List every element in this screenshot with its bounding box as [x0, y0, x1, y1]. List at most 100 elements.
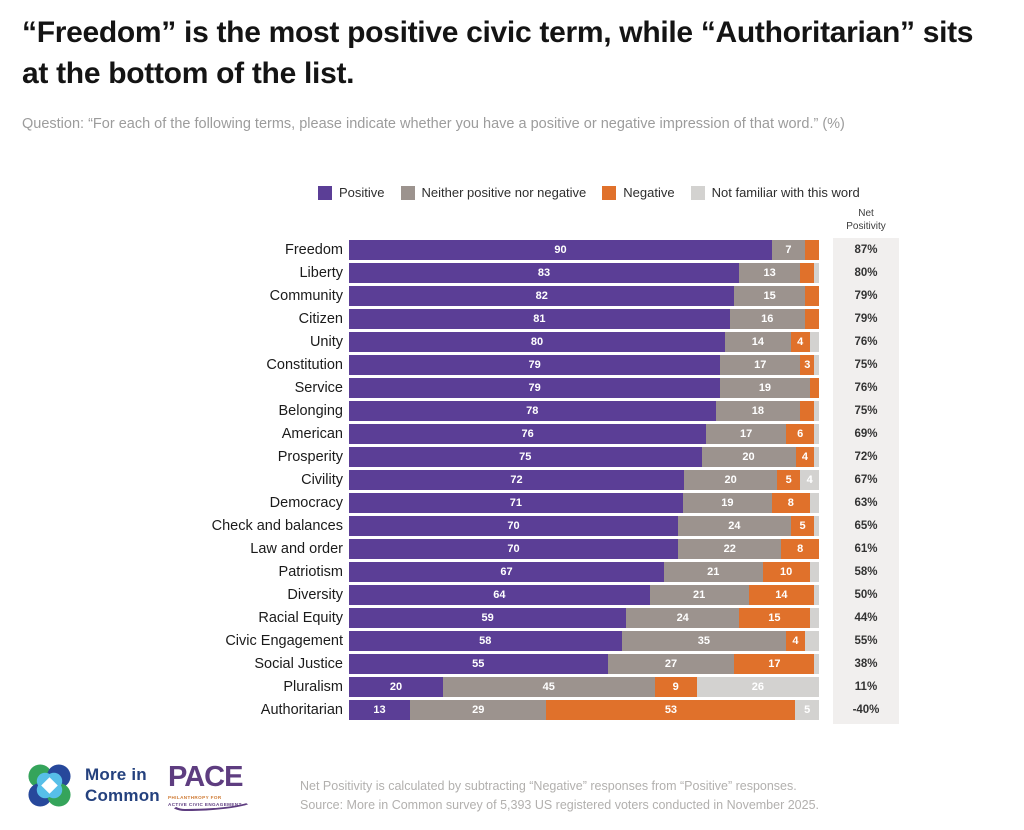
segment-value-label: 17 [754, 358, 767, 371]
bar-segment-positive: 71 [349, 492, 683, 513]
legend-swatch [602, 185, 617, 200]
segment-value-label: 72 [510, 473, 523, 486]
bar-segment-negative: 9 [654, 676, 697, 697]
bar-segment-not-familiar: 5 [795, 699, 819, 720]
segment-value-label: 27 [664, 657, 678, 670]
segment-value-label: 82 [535, 289, 548, 302]
row-term-label: Service [294, 379, 343, 396]
legend-label: Not familiar with this word [711, 185, 860, 200]
segment-value-label: 4 [806, 473, 813, 486]
segment-value-label: 13 [763, 266, 776, 279]
segment-value-label: 75 [519, 450, 532, 463]
bar-segment-positive: 13 [349, 699, 411, 720]
bar-segment-neither: 14 [725, 331, 791, 352]
net-positivity-value: 44% [854, 611, 878, 624]
segment-value-label: 78 [526, 404, 539, 417]
net-positivity-value: 67% [854, 473, 878, 486]
footnote-method-line: Net Positivity is calculated by subtract… [300, 779, 797, 793]
stacked-bar: 79 17 3 [349, 354, 819, 375]
segment-value-label: 24 [676, 611, 689, 624]
bar-segment-positive: 90 [349, 239, 772, 260]
legend-item: Neither positive nor negative [400, 185, 587, 200]
legend-label: Neither positive nor negative [421, 185, 587, 200]
bar-segment-not-familiar [814, 584, 819, 605]
bar-segment-not-familiar [814, 515, 819, 536]
bar-segment-negative: 53 [546, 699, 796, 720]
segment-value-label: 17 [740, 427, 753, 440]
stacked-bar: 13 29 53 5 [349, 699, 819, 720]
bar-segment-neither: 29 [410, 699, 547, 720]
legend-swatch [318, 185, 332, 200]
segment-value-label: 24 [728, 519, 741, 532]
net-positivity-value: 79% [854, 312, 878, 325]
mic-wordmark-line1: More in [85, 765, 147, 785]
net-header-line2: Positivity [846, 220, 886, 232]
bar-segment-negative: 3 [800, 354, 815, 375]
legend-label: Positive [339, 185, 385, 200]
table-row: Democracy 71 19 8 63% [0, 491, 1024, 514]
legend-swatch [690, 185, 705, 200]
bar-segment-not-familiar [814, 446, 819, 467]
segment-value-label: 4 [792, 634, 799, 647]
segment-value-label: 19 [758, 381, 772, 394]
net-positivity-value: 65% [854, 519, 878, 532]
table-row: Liberty 83 13 80% [0, 261, 1024, 284]
segment-value-label: 18 [751, 404, 765, 417]
bar-segment-neither: 17 [720, 354, 801, 375]
segment-value-label: 5 [799, 519, 806, 532]
pace-tagline-line1: PHILANTHROPY FOR [168, 795, 222, 800]
bar-segment-negative: 10 [762, 561, 810, 582]
bar-segment-not-familiar [814, 400, 819, 421]
segment-value-label: 76 [521, 427, 534, 440]
bar-segment-positive: 70 [349, 515, 678, 536]
mic-wordmark-line2: Common [85, 785, 160, 805]
segment-value-label: 3 [804, 358, 811, 371]
bar-segment-negative [809, 377, 819, 398]
segment-value-label: 26 [751, 680, 765, 693]
segment-value-label: 45 [542, 680, 555, 693]
net-positivity-value: 76% [854, 335, 878, 348]
bar-segment-neither: 24 [626, 607, 740, 628]
table-row: Belonging 78 18 75% [0, 399, 1024, 422]
segment-value-label: 14 [751, 335, 765, 348]
bar-segment-neither: 13 [739, 262, 801, 283]
bar-segment-positive: 83 [349, 262, 740, 283]
bar-segment-negative: 8 [781, 538, 819, 559]
stacked-bar: 70 22 8 [349, 538, 819, 559]
pace-wordmark-text: PACE [168, 761, 243, 793]
segment-value-label: 5 [785, 473, 792, 486]
table-row: Community 82 15 79% [0, 284, 1024, 307]
stacked-bar: 59 24 15 [349, 607, 819, 628]
row-term-label: Pluralism [283, 678, 343, 695]
bar-segment-neither: 18 [715, 400, 801, 421]
row-term-label: Authoritarian [260, 701, 343, 718]
segment-value-label: 79 [528, 358, 541, 371]
segment-value-label: 55 [472, 657, 485, 670]
stacked-bar: 80 14 4 [349, 331, 819, 352]
stacked-bar: 75 20 4 [349, 446, 819, 467]
segment-value-label: 20 [724, 473, 737, 486]
bar-segment-positive: 59 [349, 607, 627, 628]
segment-value-label: 81 [533, 312, 546, 325]
row-term-label: Liberty [299, 264, 343, 281]
net-positivity-value: 61% [854, 542, 878, 555]
stacked-bar: 79 19 [349, 377, 819, 398]
bar-segment-negative: 17 [734, 653, 815, 674]
segment-value-label: 19 [721, 496, 734, 509]
row-term-label: Community [269, 287, 343, 304]
segment-value-label: 59 [481, 611, 494, 624]
row-term-label: Freedom [284, 241, 343, 258]
stacked-bar: 71 19 8 [349, 492, 819, 513]
row-term-label: Social Justice [254, 655, 343, 672]
stacked-bar: 82 15 [349, 285, 819, 306]
bar-segment-neither: 19 [682, 492, 772, 513]
net-positivity-value: 11% [854, 680, 878, 693]
segment-value-label: 53 [664, 703, 678, 716]
bar-segment-positive: 72 [349, 469, 685, 490]
bar-segment-negative: 5 [790, 515, 815, 536]
bar-segment-neither: 27 [607, 653, 735, 674]
table-row: Racial Equity 59 24 15 44% [0, 606, 1024, 629]
stacked-bar: 83 13 [349, 262, 819, 283]
net-positivity-value: 50% [854, 588, 878, 601]
